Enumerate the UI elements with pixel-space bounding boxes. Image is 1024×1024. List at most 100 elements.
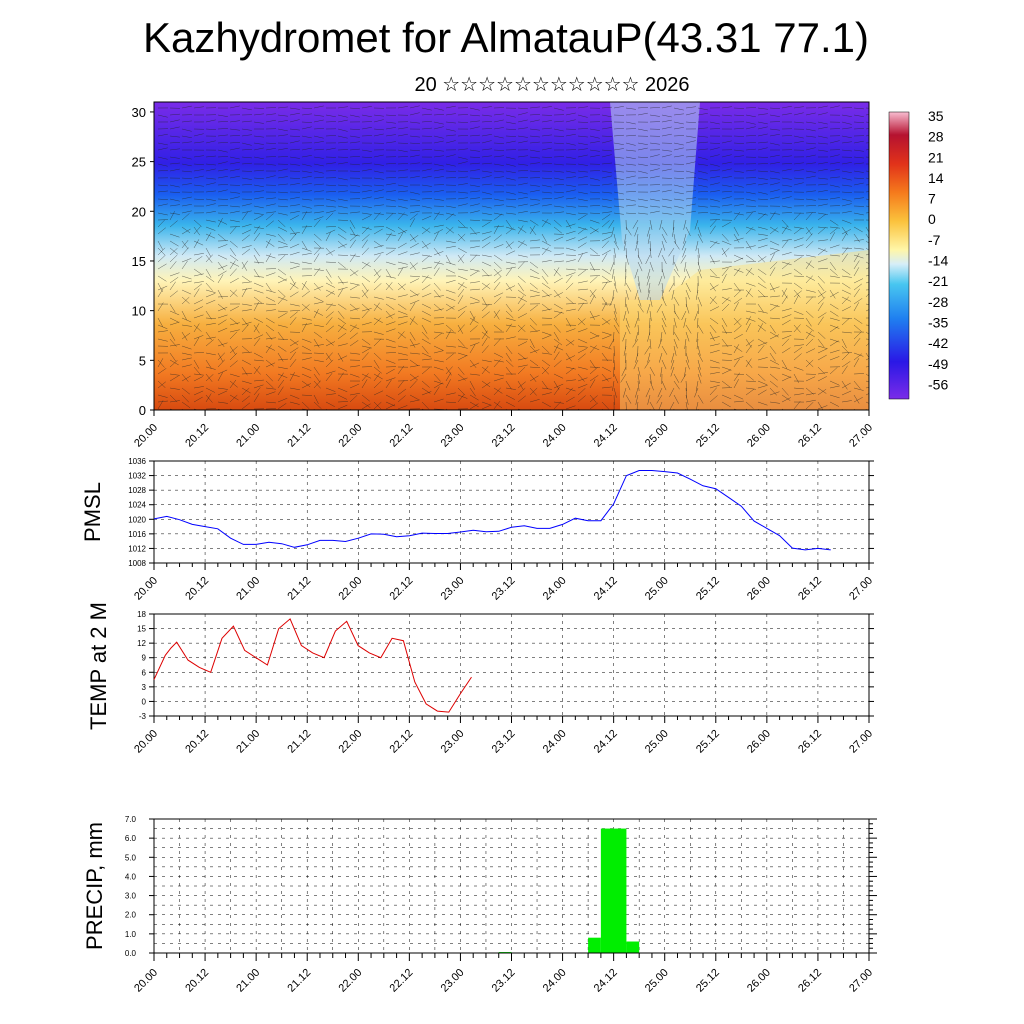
- wind-barb: [649, 261, 654, 272]
- wind-barb: [697, 212, 708, 214]
- wind-barb: [277, 331, 285, 341]
- wind-barb: [433, 155, 444, 158]
- wind-barb: [205, 387, 216, 393]
- wind-barb: [397, 251, 408, 256]
- wind-barb: [217, 270, 227, 277]
- wind-barb: [829, 140, 840, 144]
- wind-barb: [193, 306, 204, 312]
- wind-barb: [757, 282, 767, 289]
- wind-barb: [853, 212, 864, 216]
- wind-barb: [529, 345, 538, 354]
- wind-barb: [493, 276, 502, 284]
- wind-barb: [781, 366, 792, 372]
- wind-barb: [577, 353, 586, 361]
- wind-barb: [613, 233, 617, 244]
- wind-barb: [445, 379, 451, 389]
- wind-barb: [385, 328, 396, 333]
- wind-barb: [565, 272, 576, 277]
- wind-barb: [865, 253, 869, 256]
- wind-barb: [361, 345, 372, 349]
- wind-barb: [169, 261, 177, 270]
- wind-barb: [709, 147, 720, 151]
- wind-barb: [457, 197, 468, 200]
- wind-barb: [623, 240, 627, 251]
- chart-title: Kazhydromet for AlmatauP(43.31 77.1): [142, 14, 870, 61]
- wind-barb: [337, 324, 345, 333]
- wind-barb: [541, 156, 552, 158]
- wind-barb: [397, 261, 408, 265]
- wind-barb: [517, 210, 528, 214]
- wind-barb: [565, 133, 576, 137]
- wind-barb: [469, 344, 476, 354]
- wind-barb: [397, 133, 408, 137]
- wind-barb: [493, 135, 504, 139]
- wind-barb: [253, 113, 264, 116]
- wind-barb: [685, 289, 690, 300]
- wind-barb: [505, 227, 514, 235]
- wind-barb: [685, 184, 696, 187]
- wind-barb: [841, 229, 851, 235]
- wind-barb: [865, 386, 869, 389]
- wind-barb: [265, 147, 276, 151]
- wind-barb: [409, 121, 420, 124]
- wind-barb: [421, 358, 432, 361]
- wind-barb: [349, 253, 356, 263]
- wind-barb: [349, 211, 360, 214]
- wind-barb: [637, 147, 648, 151]
- wind-barb: [193, 390, 204, 396]
- wind-barb: [337, 233, 347, 240]
- wind-barb: [601, 249, 611, 256]
- wind-barb: [457, 219, 466, 228]
- wind-barb: [385, 114, 396, 116]
- wind-barb: [169, 375, 179, 382]
- wind-barb: [553, 170, 564, 173]
- wind-barb: [781, 288, 788, 298]
- wind-barb: [529, 375, 539, 382]
- wind-barb: [469, 316, 476, 326]
- wind-barb: [541, 392, 552, 396]
- wind-barb: [529, 211, 540, 214]
- wind-barb: [673, 268, 680, 278]
- wind-barb: [169, 141, 180, 144]
- wind-barb: [421, 284, 431, 291]
- wind-barb: [647, 268, 651, 279]
- wind-barb: [265, 254, 276, 259]
- wind-barb: [517, 313, 527, 319]
- wind-barb: [709, 359, 720, 364]
- wind-barb: [265, 303, 276, 306]
- wind-barb: [865, 331, 869, 335]
- wind-barb: [709, 371, 720, 375]
- wind-barb: [385, 182, 396, 186]
- wind-barb: [625, 175, 636, 179]
- wind-barb: [385, 282, 394, 291]
- wind-barb: [733, 127, 744, 130]
- wind-barb: [397, 190, 408, 193]
- wind-barb: [409, 338, 416, 348]
- wind-barb: [481, 274, 492, 277]
- wind-barb: [313, 324, 324, 327]
- wind-barb: [841, 361, 851, 368]
- wind-barb: [469, 359, 477, 368]
- wind-barb: [217, 121, 228, 123]
- wind-barb: [433, 224, 444, 228]
- wind-barb: [493, 225, 499, 235]
- wind-barb: [709, 260, 720, 263]
- wind-barb: [181, 324, 192, 327]
- wind-barb: [169, 191, 180, 193]
- wind-barb: [337, 190, 348, 193]
- wind-barb: [193, 184, 204, 187]
- wind-barb: [565, 247, 576, 251]
- wind-barb: [769, 373, 778, 381]
- wind-barb: [721, 233, 729, 242]
- wind-barb: [277, 156, 288, 158]
- wind-barb: [457, 170, 468, 173]
- wind-barb: [217, 244, 228, 249]
- wind-barb: [433, 331, 444, 334]
- wind-barb: [193, 198, 204, 200]
- wind-barb: [457, 176, 468, 179]
- wind-barb: [397, 358, 408, 361]
- wind-barb: [865, 293, 869, 298]
- wind-barb: [841, 390, 852, 396]
